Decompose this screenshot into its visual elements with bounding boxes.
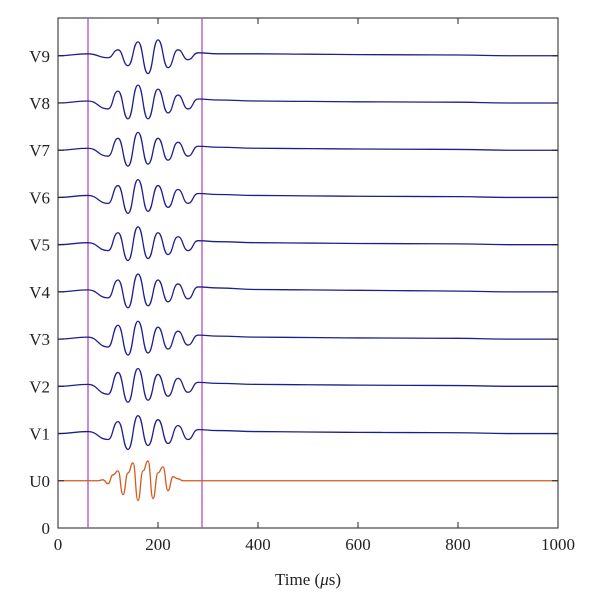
y-tick-label: V3 (29, 330, 50, 349)
series-line-v2 (57, 367, 558, 403)
y-tick-label: U0 (29, 472, 50, 491)
series-line-v9 (57, 39, 558, 75)
series-line-v8 (57, 84, 558, 120)
y-tick-label: V2 (29, 377, 50, 396)
y-tick-label: V9 (29, 47, 50, 66)
series-line-v4 (57, 273, 558, 309)
x-tick-label: 200 (145, 535, 171, 554)
y-tick-label: V7 (29, 141, 50, 160)
x-axis-label-mu: μ (319, 570, 329, 589)
x-axis-label-unit: s) (329, 570, 341, 589)
x-tick-label: 400 (245, 535, 271, 554)
series-line-v6 (57, 178, 558, 214)
x-axis-label-prefix: Time ( (275, 570, 321, 589)
chart-marks (57, 18, 558, 528)
plot-frame (57, 17, 559, 529)
y-tick-label: V8 (29, 94, 50, 113)
series-line-u0 (58, 460, 558, 502)
y-tick-label: V5 (29, 236, 50, 255)
y-tick-label: V1 (29, 425, 50, 444)
chart-axes: 0 200 400 600 800 1000 0 U0 V1 V2 V3 V4 V5 V6 V7 V8 V9 (29, 18, 575, 554)
y-tick-label: V4 (29, 283, 50, 302)
series-line-v3 (57, 320, 558, 356)
x-tick-label: 800 (445, 535, 471, 554)
series-line-v5 (57, 226, 558, 262)
y-tick-label: V6 (29, 188, 50, 207)
x-axis-label: Time (μs) (275, 570, 341, 589)
x-tick-label: 1000 (541, 535, 575, 554)
x-tick-label: 0 (54, 535, 63, 554)
y-tick-label: 0 (42, 519, 51, 538)
series-line-v7 (57, 131, 558, 167)
series-line-v1 (57, 415, 558, 451)
x-tick-label: 600 (345, 535, 371, 554)
